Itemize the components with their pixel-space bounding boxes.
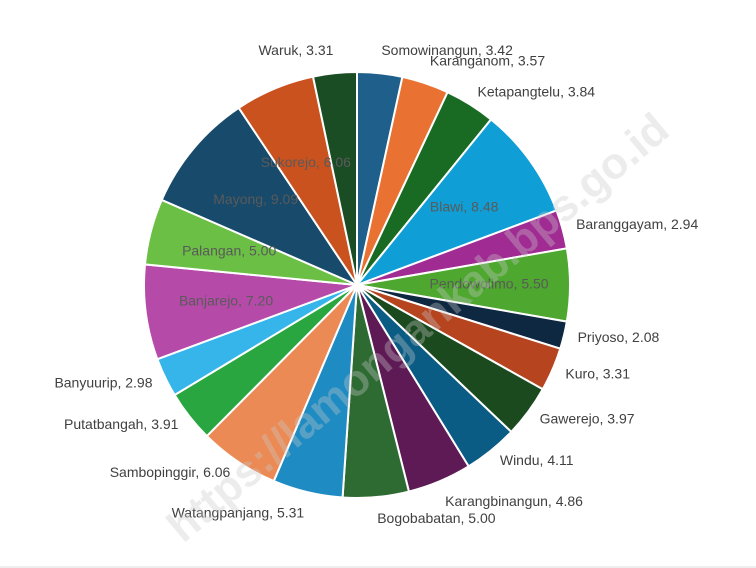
data-label: Karanganom, 3.57 bbox=[430, 53, 545, 69]
data-label: Sambopinggir, 6.06 bbox=[110, 464, 231, 480]
data-label: Mayong, 9.09 bbox=[213, 191, 298, 207]
data-label: Watangpanjang, 5.31 bbox=[172, 504, 305, 520]
data-label: Ketapangtelu, 3.84 bbox=[478, 83, 596, 99]
data-label: Priyoso, 2.08 bbox=[578, 329, 660, 345]
slice bbox=[353, 118, 558, 288]
data-label: Somowinangun, 3.42 bbox=[381, 42, 513, 58]
data-label: Karangbinangun, 4.86 bbox=[445, 493, 583, 509]
data-label: Putatbangah, 3.91 bbox=[64, 416, 179, 432]
data-label: Pendowolimo, 5.50 bbox=[430, 276, 549, 292]
slice bbox=[311, 70, 358, 286]
data-label: Banjarejo, 7.20 bbox=[179, 293, 273, 309]
data-label: Baranggayam, 2.94 bbox=[576, 216, 698, 232]
data-label: Gawerejo, 3.97 bbox=[540, 411, 635, 427]
data-label: Bogobabatan, 5.00 bbox=[377, 510, 496, 526]
data-label: Sukorejo, 6.06 bbox=[261, 154, 351, 170]
pie bbox=[143, 70, 571, 499]
data-label: Waruk, 3.31 bbox=[258, 42, 333, 58]
data-label: Banyuurip, 2.98 bbox=[54, 374, 152, 390]
data-label: Blawi, 8.48 bbox=[430, 199, 499, 215]
slice bbox=[160, 106, 360, 288]
data-label: Palangan, 5.00 bbox=[182, 243, 276, 259]
data-label: Windu, 4.11 bbox=[500, 452, 574, 468]
data-label: Kuro, 3.31 bbox=[565, 366, 630, 382]
